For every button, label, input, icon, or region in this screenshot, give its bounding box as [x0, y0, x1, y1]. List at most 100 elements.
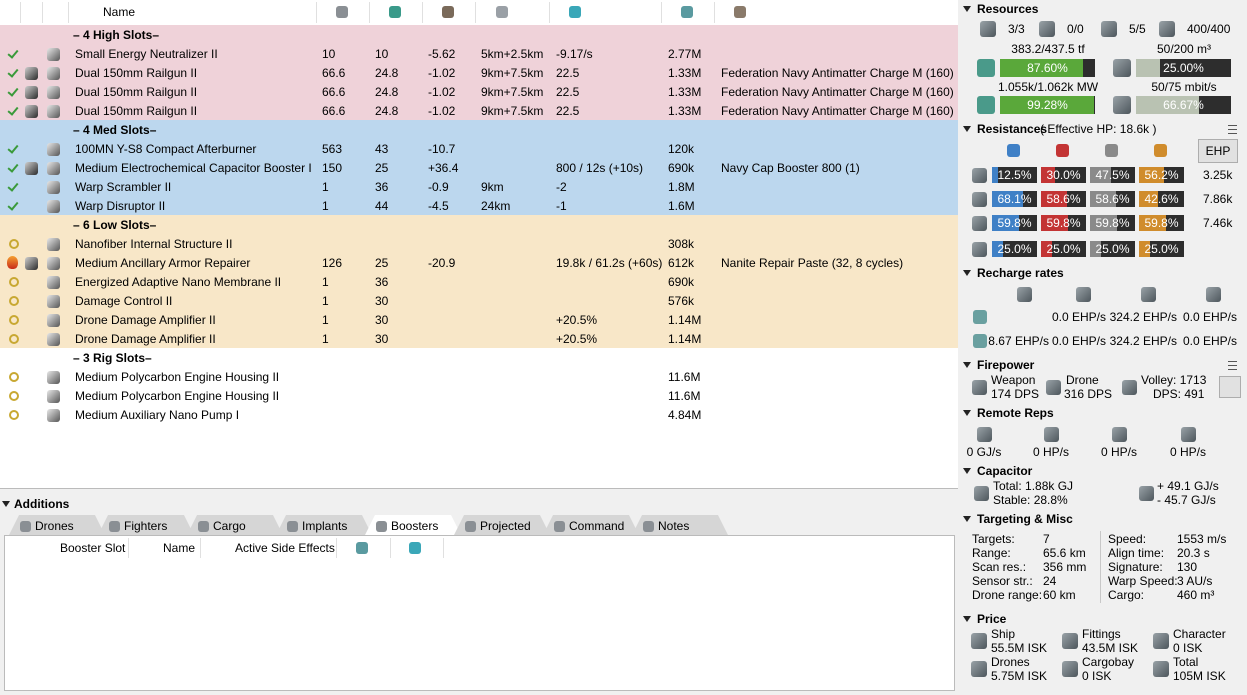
collapse-arrow	[963, 410, 971, 416]
module-cap: -0.9	[428, 180, 449, 194]
column-separator	[336, 538, 337, 558]
icon	[356, 542, 368, 554]
bar-label: 30.0%	[1046, 168, 1081, 182]
state-online	[9, 410, 19, 420]
ehp-button[interactable]: EHP	[1198, 139, 1238, 163]
slot-group-label: – 4 High Slots–	[73, 28, 160, 42]
tab[interactable]	[632, 515, 728, 535]
icon	[977, 96, 995, 114]
module-pg: 44	[375, 199, 389, 213]
slot-group-label: – 4 Med Slots–	[73, 123, 157, 137]
module-name: Warp Disruptor II	[75, 199, 166, 213]
divider	[1100, 531, 1101, 603]
column-separator	[475, 2, 476, 23]
menu-button[interactable]	[1228, 361, 1237, 370]
bar-track	[1139, 241, 1184, 257]
state-online	[9, 296, 19, 306]
bar-label: 68.1%	[997, 192, 1032, 206]
slot-group	[0, 25, 958, 120]
state-online	[9, 277, 19, 287]
module-price: 690k	[668, 275, 695, 289]
module-misc: 19.8k / 61.2s (+60s)	[556, 256, 663, 270]
tab[interactable]	[187, 515, 283, 535]
price-value: 0 ISK	[1082, 669, 1112, 683]
icon	[46, 47, 60, 61]
tab-label: Projected	[480, 519, 531, 533]
icon	[24, 85, 38, 99]
tab[interactable]	[543, 515, 639, 535]
module-cap: -10.7	[428, 142, 456, 156]
icon	[1180, 426, 1196, 442]
section-title: Additions	[14, 497, 70, 511]
module-pg: 36	[375, 275, 389, 289]
resource-text: 50/75 mbit/s	[1151, 80, 1217, 94]
module-price: 308k	[668, 237, 695, 251]
bar-label: 59.8%	[1144, 216, 1179, 230]
ehp-value: 7.46k	[1203, 216, 1233, 230]
icon	[46, 180, 60, 194]
bar-label: 59.8%	[1095, 216, 1130, 230]
column-separator	[443, 538, 444, 558]
bar-fill	[1041, 167, 1055, 183]
icon	[971, 191, 987, 207]
tab-label: Drones	[35, 519, 74, 533]
tab[interactable]	[98, 515, 194, 535]
icon	[569, 6, 581, 18]
resource-text: 383.2/437.5 tf	[1011, 42, 1085, 56]
price-label: Fittings	[1082, 627, 1121, 641]
module-price: 1.14M	[668, 332, 702, 346]
tab[interactable]	[454, 515, 550, 535]
module-misc: +20.5%	[556, 332, 598, 346]
bar-track	[1090, 241, 1135, 257]
column-separator	[200, 538, 201, 558]
module-misc: 22.5	[556, 66, 580, 80]
tab[interactable]	[276, 515, 372, 535]
price-value: 55.5M ISK	[991, 641, 1048, 655]
icon	[973, 334, 987, 348]
slot-group	[0, 215, 958, 348]
state-overheated	[7, 256, 18, 269]
module-cap: -1.02	[428, 66, 456, 80]
icon	[553, 520, 565, 532]
capacitor-usage: - 45.7 GJ/s	[1157, 493, 1216, 507]
icon	[19, 520, 31, 532]
resource-text: 50/200 m³	[1156, 42, 1212, 56]
bar-fill	[1139, 241, 1151, 257]
resource-count: 400/400	[1187, 22, 1231, 36]
module-cpu: 66.6	[322, 85, 346, 99]
stat-value: 460 m³	[1177, 588, 1215, 602]
module-name: Dual 150mm Railgun II	[75, 104, 198, 118]
firepower-toggle[interactable]	[1219, 376, 1241, 398]
icon	[734, 6, 746, 18]
stat-value: 65.6 km	[1043, 546, 1086, 560]
remote-rep-value: 0 HP/s	[1032, 445, 1070, 459]
module-range: 5km+2.5km	[481, 47, 544, 61]
tab[interactable]	[9, 515, 105, 535]
bar-fill	[1090, 241, 1102, 257]
module-range: 24km	[481, 199, 511, 213]
module-pg: 10	[375, 47, 389, 61]
column-separator	[128, 538, 129, 558]
module-cpu: 563	[322, 142, 343, 156]
icon	[442, 6, 454, 18]
recharge-value: 0.0 EHP/s	[1182, 310, 1237, 324]
icon	[1055, 143, 1069, 157]
icon	[46, 370, 60, 384]
capacitor-stable: Stable: 28.8%	[993, 493, 1068, 507]
module-name: 100MN Y-S8 Compact Afterburner	[75, 142, 257, 156]
column-separator	[68, 2, 69, 23]
state-online	[9, 315, 19, 325]
module-price: 690k	[668, 161, 695, 175]
bar-fill	[1090, 167, 1112, 183]
tab-active[interactable]	[365, 515, 461, 535]
module-range: 9km+7.5km	[481, 85, 544, 99]
icon	[971, 661, 987, 677]
icon	[46, 313, 60, 327]
menu-button[interactable]	[1228, 125, 1237, 134]
collapse-arrow	[2, 501, 10, 507]
additions-list	[4, 535, 955, 691]
recharge-value: 0.0 EHP/s	[1051, 334, 1106, 348]
price-label: Drones	[991, 655, 1030, 669]
bar-fill	[992, 215, 1019, 231]
module-cap: -1.02	[428, 104, 456, 118]
